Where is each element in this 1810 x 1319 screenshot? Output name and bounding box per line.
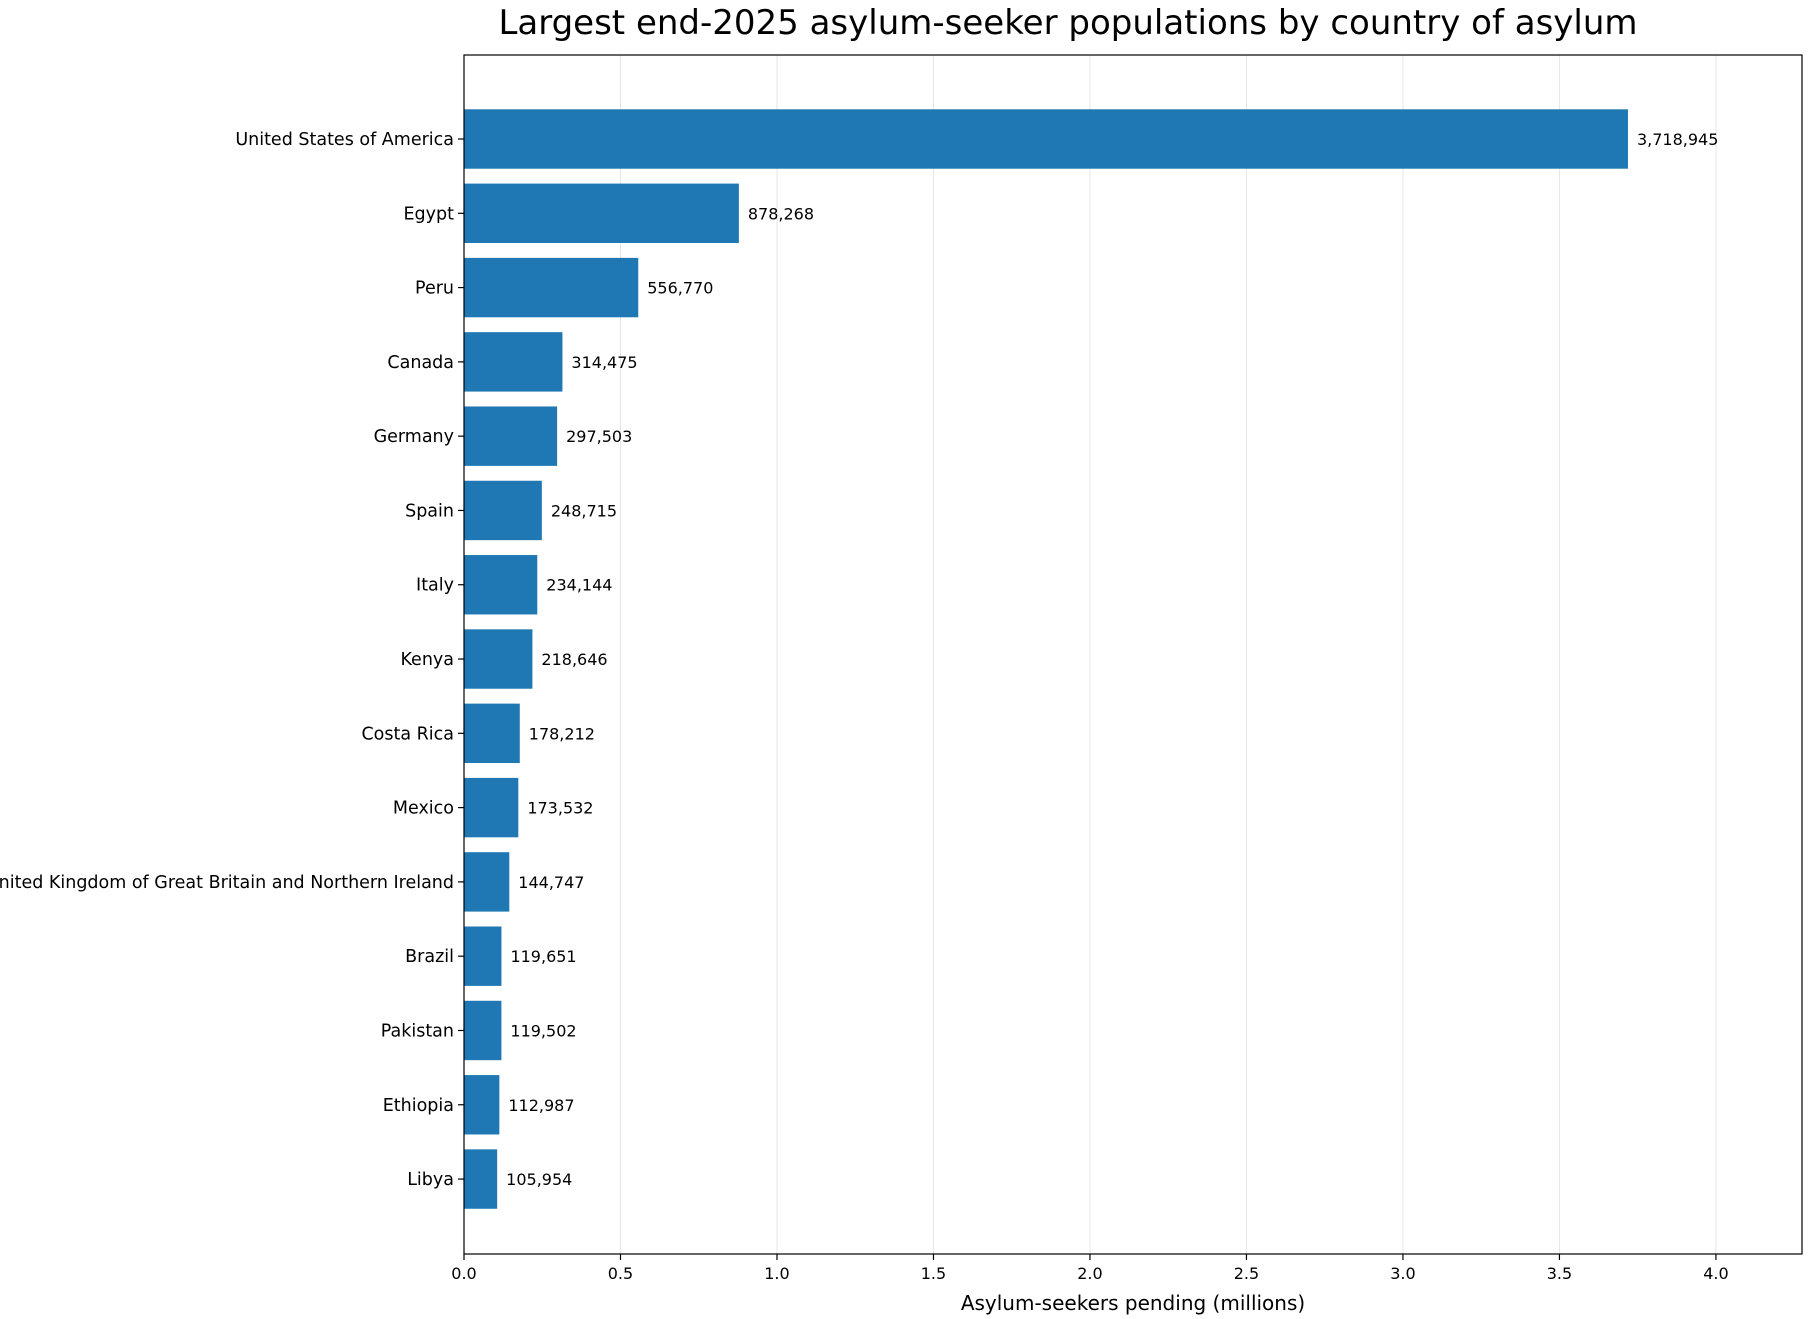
- bar-value-label: 3,718,945: [1637, 130, 1718, 149]
- bar-value-label: 105,954: [506, 1170, 572, 1189]
- x-axis-label: Asylum-seekers pending (millions): [961, 1291, 1305, 1315]
- bar-value-label: 314,475: [571, 353, 637, 372]
- bar: [464, 629, 533, 689]
- bar: [464, 332, 563, 392]
- y-tick-label: Mexico: [393, 799, 454, 819]
- bar-value-label: 119,502: [510, 1021, 576, 1040]
- y-tick-label: Pakistan: [381, 1021, 454, 1041]
- y-tick-label: Egypt: [404, 204, 455, 224]
- bar: [464, 480, 542, 541]
- bar-value-label: 178,212: [529, 724, 595, 743]
- bar: [464, 852, 510, 912]
- bar-value-label: 248,715: [551, 501, 617, 520]
- bar: [464, 1149, 498, 1209]
- y-tick-label: Libya: [407, 1170, 454, 1190]
- y-tick-label: Italy: [416, 576, 454, 596]
- bars: 3,718,945 878,268 556,770 314,475 297,503 248…: [464, 109, 1718, 1209]
- bar: [464, 257, 639, 318]
- y-tick-label: Peru: [415, 279, 454, 299]
- y-tick-label: United Kingdom of Great Britain and Nort…: [0, 873, 454, 893]
- y-tick-label: Kenya: [400, 650, 454, 670]
- bar: [464, 703, 520, 764]
- x-tick-label: 2.5: [1234, 1264, 1259, 1283]
- bar-value-label: 112,987: [508, 1096, 574, 1115]
- plot-frame: [463, 54, 1803, 1255]
- bar-value-label: 297,503: [566, 427, 632, 446]
- y-tick-label: Spain: [405, 501, 454, 521]
- x-tick-label: 4.0: [1703, 1264, 1728, 1283]
- bar: [464, 109, 1628, 169]
- y-tick-label: United States of America: [235, 130, 454, 150]
- x-tick-label: 0.0: [451, 1264, 476, 1283]
- bar: [464, 1000, 502, 1061]
- bar-value-label: 144,747: [518, 873, 584, 892]
- x-tick-label: 3.0: [1390, 1264, 1415, 1283]
- bar: [464, 926, 502, 986]
- bar: [464, 555, 538, 615]
- x-tick-label: 0.5: [608, 1264, 633, 1283]
- bar: [464, 777, 519, 838]
- bar-value-label: 234,144: [546, 576, 612, 595]
- bar-value-label: 878,268: [748, 204, 814, 223]
- y-tick-label: Ethiopia: [383, 1096, 454, 1116]
- x-tick-label: 2.0: [1077, 1264, 1102, 1283]
- bar-value-label: 218,646: [541, 650, 607, 669]
- bar-value-label: 119,651: [510, 947, 576, 966]
- bar: [464, 183, 739, 243]
- bar-value-label: 556,770: [647, 279, 713, 298]
- x-tick-label: 1.0: [764, 1264, 789, 1283]
- y-tick-label: Canada: [387, 353, 454, 373]
- y-tick-label: Costa Rica: [361, 724, 454, 744]
- x-axis: 0.0 0.5 1.0 1.5 2.0 2.5 3.0 3.5 4.0: [451, 1254, 1729, 1283]
- x-tick-label: 1.5: [921, 1264, 946, 1283]
- y-axis: United States of America Egypt Peru Canada G…: [0, 130, 464, 1190]
- y-tick-label: Brazil: [405, 947, 454, 967]
- y-tick-label: Germany: [374, 427, 454, 447]
- chart-title: Largest end-2025 asylum-seeker populatio…: [498, 3, 1637, 43]
- grid-lines: [619, 55, 1717, 1254]
- x-tick-label: 3.5: [1547, 1264, 1572, 1283]
- bar-value-label: 173,532: [527, 799, 593, 818]
- bar: [464, 1075, 500, 1135]
- bar: [464, 406, 558, 466]
